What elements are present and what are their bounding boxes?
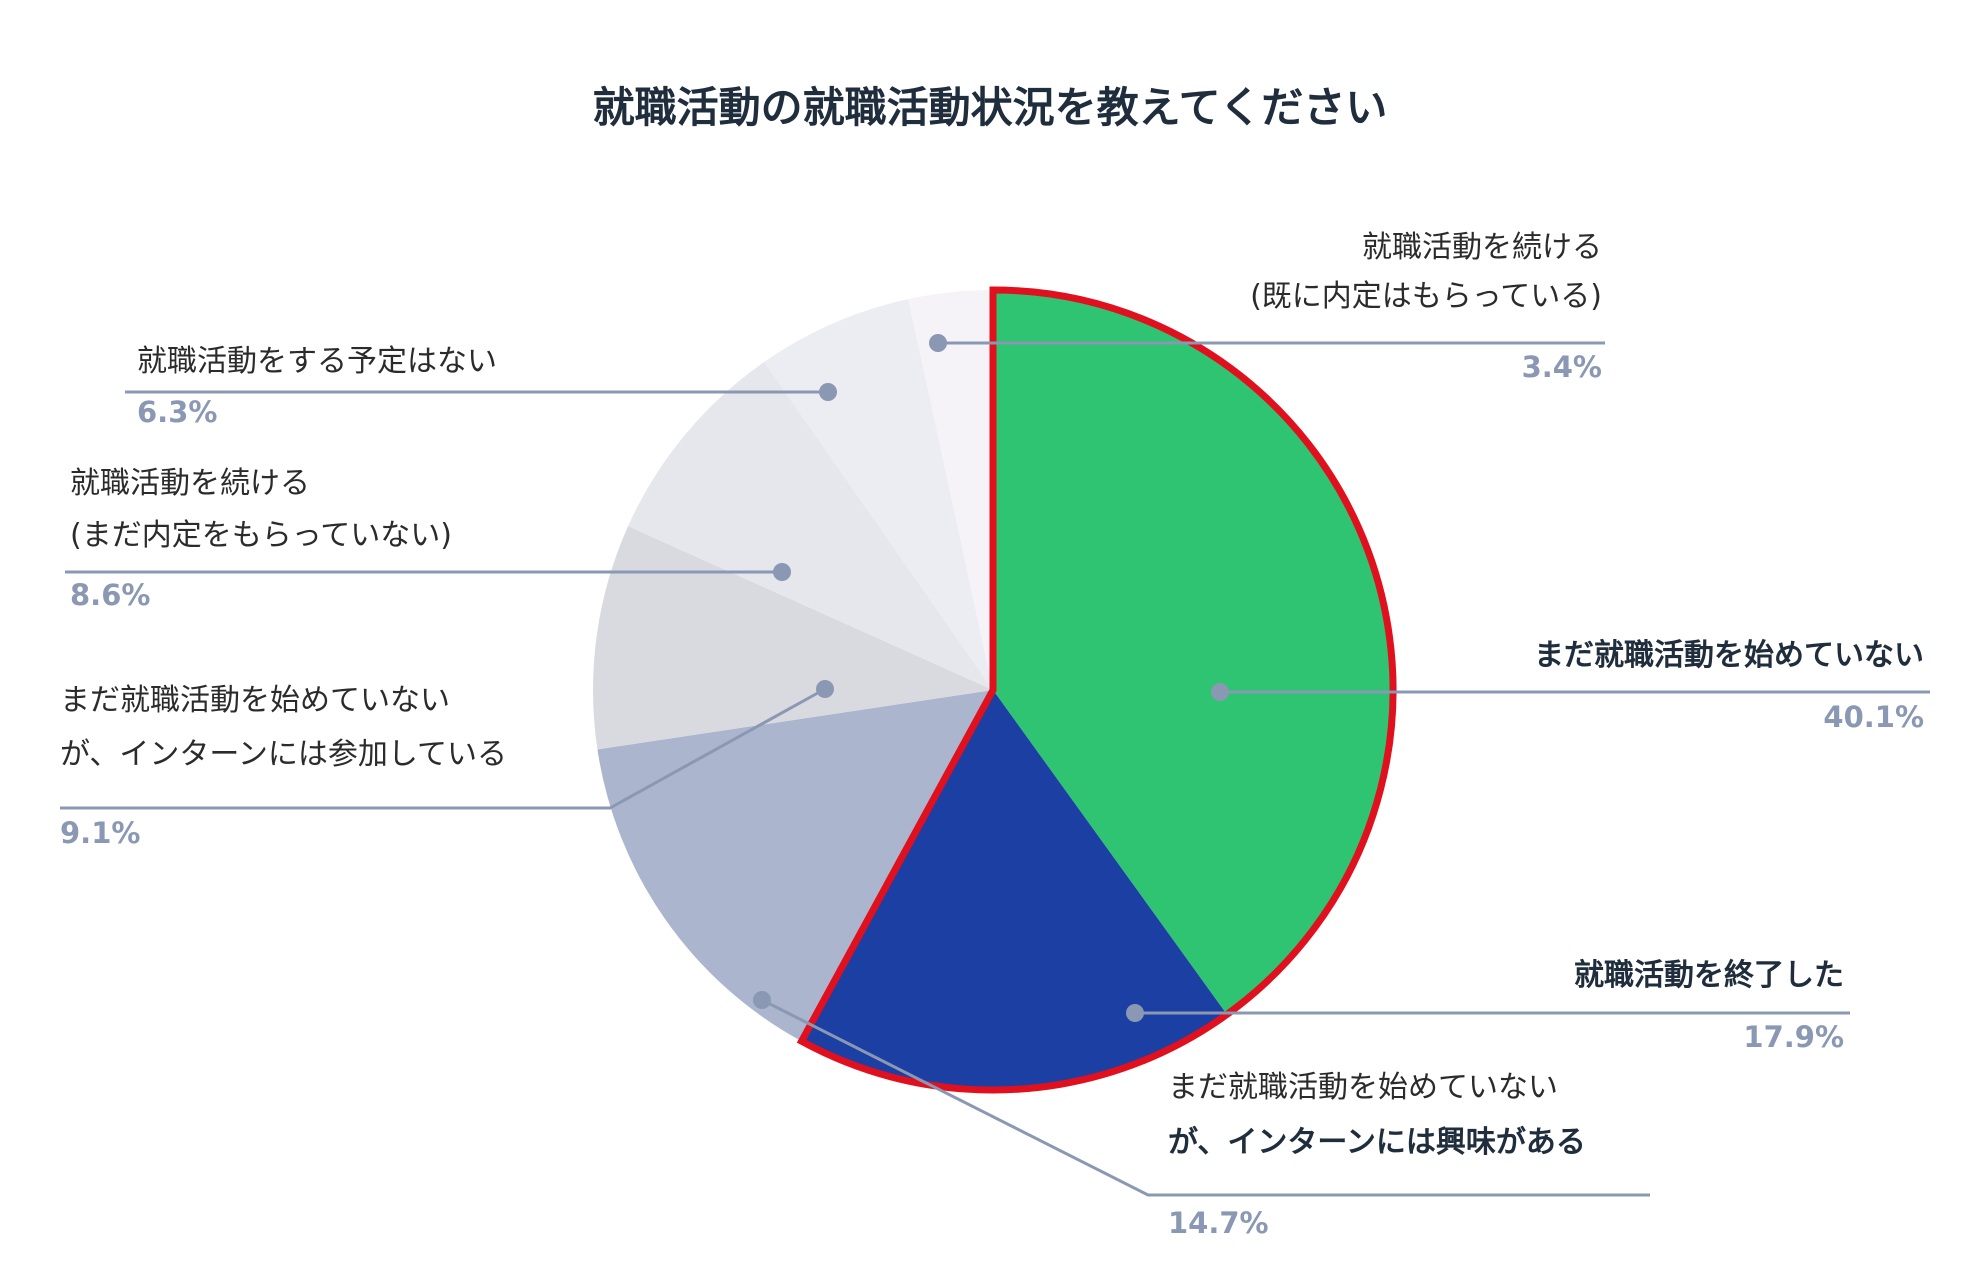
slice-label-7-line-2: (既に内定はもらっている)	[1250, 279, 1602, 314]
chart-title: 就職活動の就職活動状況を教えてください	[593, 83, 1388, 132]
slice-value-label-7: 3.4%	[1522, 350, 1602, 384]
pie-slice-5	[628, 361, 993, 690]
slice-label-7-line-1: 就職活動を続ける	[1362, 230, 1602, 265]
highlight-border	[796, 286, 1397, 1094]
slice-value-label-5: 8.6%	[70, 578, 150, 612]
leader-dot-2	[1126, 1004, 1144, 1022]
slice-labels: まだ就職活動を始めていない 40.1% 就職活動を終了した 17.9% まだ就職活動を始…	[60, 230, 1924, 1240]
slice-value-label-4: 9.1%	[60, 816, 140, 850]
leader-dot-3	[753, 991, 771, 1009]
slice-label-2-line-1: 就職活動を終了した	[1574, 958, 1844, 993]
pie-slice-4	[593, 526, 993, 750]
leader-dot-5	[773, 563, 791, 581]
pie-slice-1	[993, 290, 1394, 1015]
leader-line-3	[761, 998, 1650, 1197]
slice-label-5-line-1: 就職活動を続ける	[70, 466, 310, 501]
slice-label-3-line-2: が、インターンには興味がある	[1168, 1125, 1586, 1160]
slice-value-label-3: 14.7%	[1168, 1206, 1269, 1240]
leader-lines	[60, 334, 1930, 1197]
leader-dot-1	[1211, 683, 1229, 701]
leader-dot-4	[816, 680, 834, 698]
slice-label-5-line-2: (まだ内定をもらっていない)	[70, 518, 452, 553]
slice-label-4-line-2: が、インターンには参加している	[60, 737, 507, 772]
slice-value-label-2: 17.9%	[1743, 1020, 1844, 1054]
slice-label-1-line-1: まだ就職活動を始めていない	[1534, 638, 1924, 673]
pie-slices	[593, 290, 1394, 1090]
slice-label-3-line-1: まだ就職活動を始めていない	[1168, 1070, 1558, 1105]
pie-slice-2	[801, 690, 1227, 1090]
pie-slice-7	[908, 290, 993, 690]
slice-label-6-line-1: 就職活動をする予定はない	[137, 344, 497, 379]
highlight-outline	[796, 286, 1397, 1094]
slice-label-4-line-1: まだ就職活動を始めていない	[60, 683, 450, 718]
pie-slice-3	[597, 690, 993, 1042]
leader-dot-6	[819, 383, 837, 401]
leader-dot-7	[929, 334, 947, 352]
leader-line-4	[60, 687, 826, 810]
slice-value-label-6: 6.3%	[137, 395, 217, 429]
slice-value-label-1: 40.1%	[1823, 700, 1924, 734]
